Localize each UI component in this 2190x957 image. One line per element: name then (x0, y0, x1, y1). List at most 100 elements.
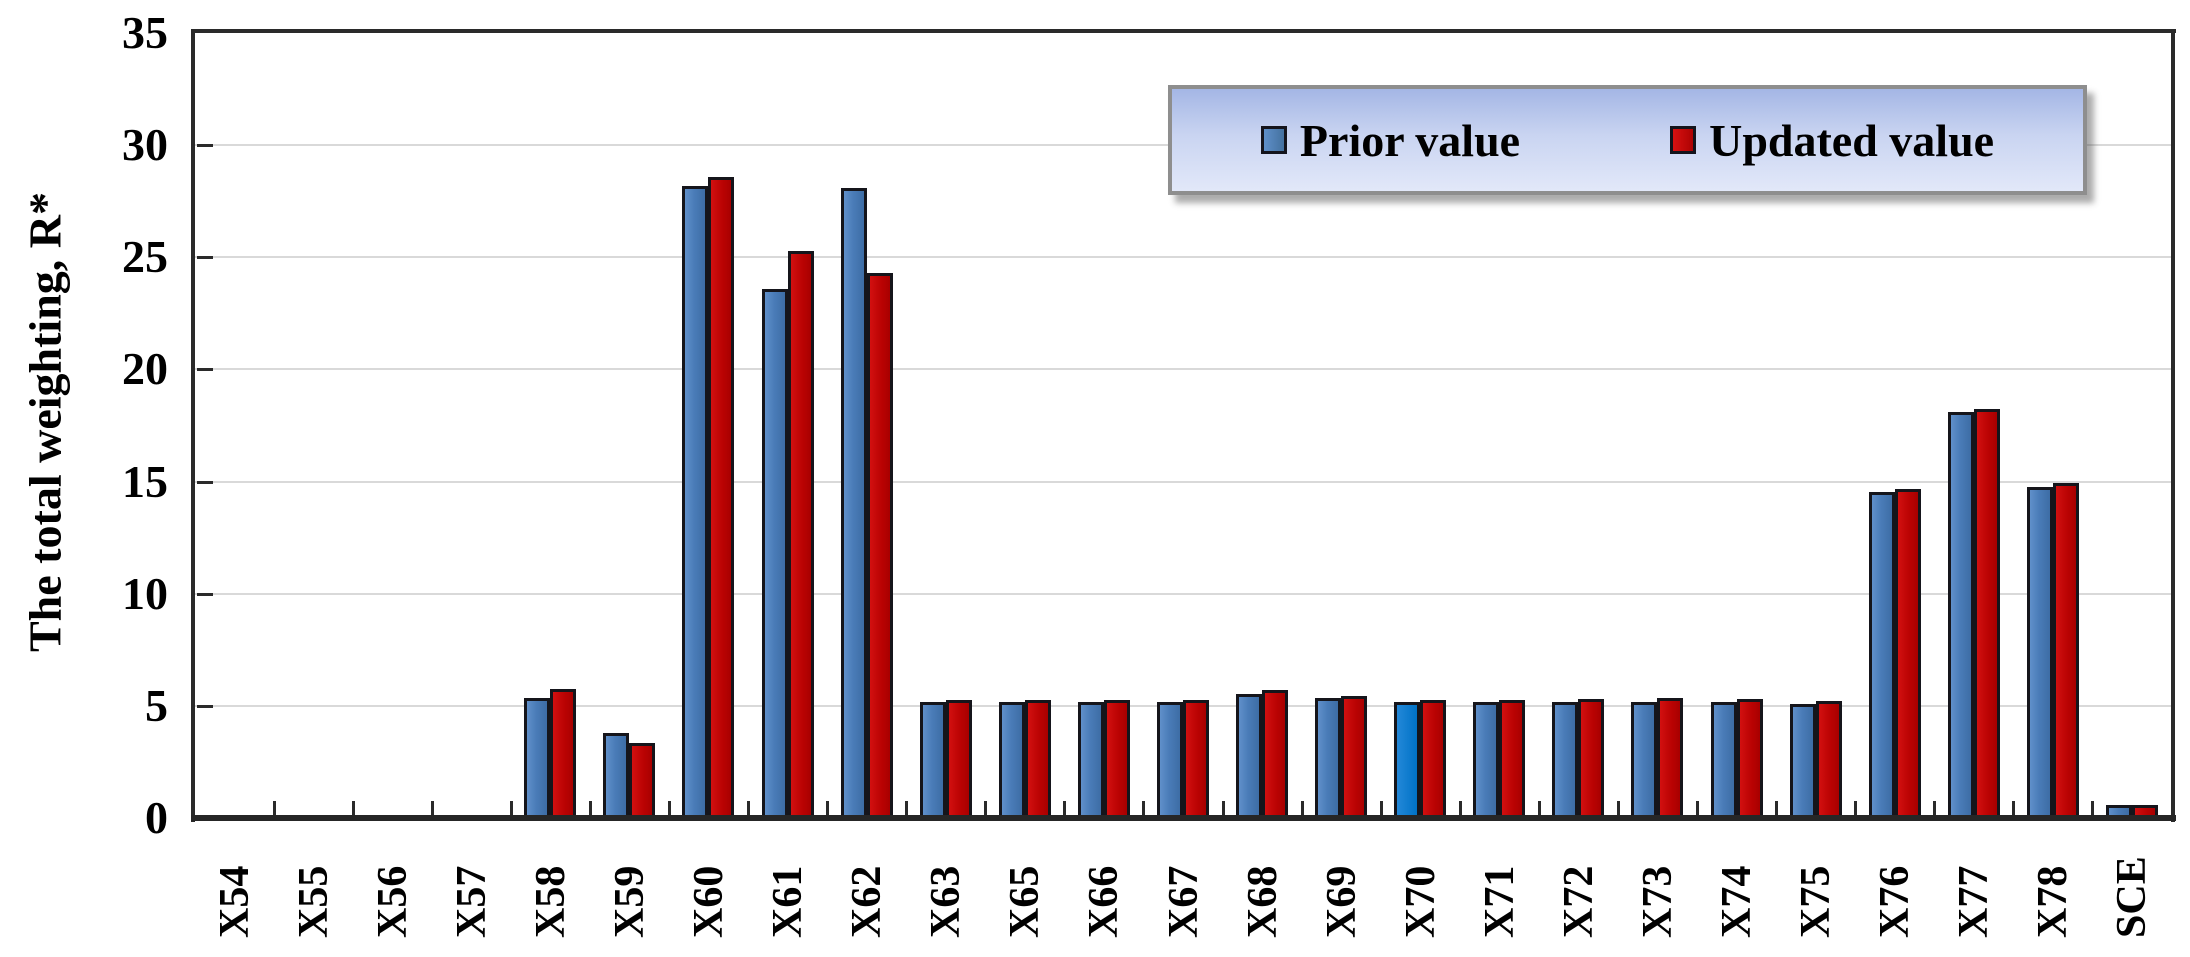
bar-prior-X59 (603, 732, 630, 818)
bar-prior-X60 (682, 185, 709, 818)
x-axis-label-X59: X59 (606, 865, 653, 938)
gridline-15 (195, 480, 2172, 483)
bar-updated-X77 (1973, 408, 2000, 818)
x-tick (1616, 801, 1620, 815)
y-tick-label-25: 25 (122, 231, 168, 283)
x-tick (509, 801, 513, 815)
x-tick (430, 801, 434, 815)
bar-prior-X66 (1077, 702, 1104, 818)
x-tick (1458, 801, 1462, 815)
legend-box: Prior value Updated value (1168, 85, 2087, 195)
x-tick (2012, 801, 2016, 815)
x-tick (1933, 801, 1937, 815)
bar-prior-X74 (1710, 702, 1737, 818)
bar-prior-X69 (1315, 698, 1342, 818)
x-axis-label-X65: X65 (1002, 865, 1049, 938)
x-axis-label-X57: X57 (448, 865, 495, 938)
bar-prior-X65 (998, 702, 1025, 818)
x-axis-label-X70: X70 (1397, 865, 1444, 938)
x-tick (2091, 801, 2095, 815)
bar-updated-X78 (2052, 482, 2079, 818)
bar-prior-X63 (919, 702, 946, 818)
x-axis-label-X67: X67 (1160, 865, 1207, 938)
x-axis-label-X76: X76 (1872, 865, 1919, 938)
x-tick (1379, 801, 1383, 815)
bar-updated-X75 (1815, 701, 1842, 818)
bar-updated-X62 (866, 272, 893, 818)
plot-border-top (191, 29, 2176, 33)
prior-value-swatch-icon (1260, 126, 1287, 154)
x-tick (1775, 801, 1779, 815)
x-axis-label-X54: X54 (211, 865, 258, 938)
x-axis-label-X55: X55 (290, 865, 337, 938)
y-tick-25 (197, 256, 213, 260)
x-tick (1063, 801, 1067, 815)
bar-updated-X70 (1420, 700, 1447, 818)
x-tick (747, 801, 751, 815)
legend-label-prior: Prior value (1299, 114, 1521, 166)
bar-prior-X78 (2026, 487, 2053, 818)
bar-prior-X75 (1789, 703, 1816, 818)
bar-prior-X62 (840, 187, 867, 818)
x-axis-line (191, 815, 2176, 821)
plot-border-left (191, 29, 195, 822)
bar-prior-X61 (761, 288, 788, 818)
x-axis-label-X73: X73 (1634, 865, 1681, 938)
x-tick (1537, 801, 1541, 815)
bar-updated-X72 (1578, 699, 1605, 818)
x-tick (1142, 801, 1146, 815)
x-axis-label-X77: X77 (1951, 865, 1998, 938)
y-tick-label-15: 15 (122, 455, 168, 507)
y-tick-label-35: 35 (122, 7, 168, 58)
x-tick (1696, 801, 1700, 815)
gridline-10 (195, 592, 2172, 595)
bar-prior-X58 (524, 698, 551, 818)
bar-prior-X72 (1552, 702, 1579, 818)
bar-updated-X74 (1736, 699, 1763, 818)
y-tick-20 (197, 368, 213, 372)
x-axis-label-X58: X58 (527, 865, 574, 938)
bar-updated-X76 (1894, 489, 1921, 818)
x-tick (1854, 801, 1858, 815)
updated-value-swatch-icon (1670, 126, 1697, 154)
bar-prior-X67 (1156, 702, 1183, 818)
legend-label-updated: Updated value (1709, 114, 1995, 166)
y-tick-15 (197, 480, 213, 484)
x-axis-label-X62: X62 (844, 865, 891, 938)
y-tick-label-20: 20 (122, 343, 168, 395)
bar-updated-X65 (1024, 700, 1051, 818)
x-axis-label-X66: X66 (1081, 865, 1128, 938)
x-axis-label-X56: X56 (369, 865, 416, 938)
y-tick-label-30: 30 (122, 119, 168, 171)
x-axis-label-SCE: SCE (2109, 856, 2156, 938)
bar-prior-X68 (1236, 693, 1263, 818)
x-tick (905, 801, 909, 815)
x-axis-label-X60: X60 (686, 865, 733, 938)
x-axis-label-X68: X68 (1239, 865, 1286, 938)
x-tick (272, 801, 276, 815)
bar-updated-X59 (629, 742, 656, 818)
legend-item-prior: Prior value (1260, 114, 1521, 167)
bar-updated-X69 (1341, 695, 1368, 818)
y-tick-30 (197, 144, 213, 148)
x-axis-label-X74: X74 (1714, 865, 1761, 938)
y-tick-label-5: 5 (145, 679, 168, 731)
bar-updated-X71 (1499, 700, 1526, 818)
gridline-20 (195, 368, 2172, 371)
x-axis-label-X78: X78 (2030, 865, 2077, 938)
x-tick (826, 801, 830, 815)
y-tick-10 (197, 592, 213, 596)
x-axis-label-X75: X75 (1793, 865, 1840, 938)
bar-updated-X67 (1182, 700, 1209, 818)
bar-updated-X73 (1657, 698, 1684, 818)
bar-prior-X71 (1473, 702, 1500, 818)
y-tick-label-10: 10 (122, 567, 168, 619)
x-tick (984, 801, 988, 815)
x-axis-label-X72: X72 (1555, 865, 1602, 938)
bar-prior-X76 (1868, 491, 1895, 818)
legend-item-updated: Updated value (1670, 114, 1994, 167)
bar-updated-X63 (945, 700, 972, 818)
bar-updated-X60 (708, 176, 735, 818)
